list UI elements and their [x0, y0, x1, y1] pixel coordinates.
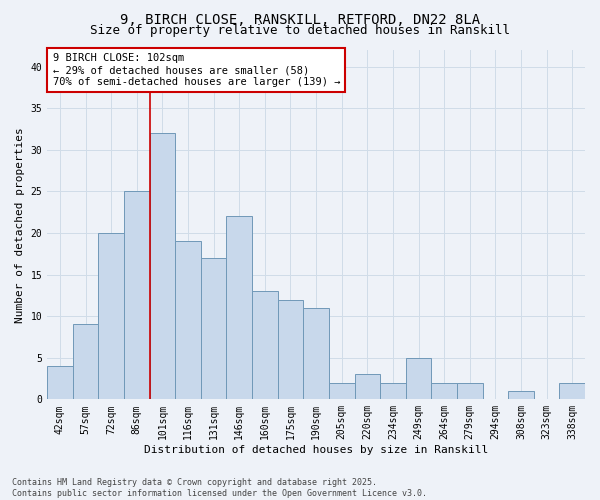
Bar [98, 233, 124, 400]
Bar [47, 366, 73, 400]
X-axis label: Distribution of detached houses by size in Ranskill: Distribution of detached houses by size … [144, 445, 488, 455]
Bar [175, 242, 201, 400]
Bar [329, 382, 355, 400]
Bar [406, 358, 431, 400]
Text: Size of property relative to detached houses in Ranskill: Size of property relative to detached ho… [90, 24, 510, 37]
Bar [508, 391, 534, 400]
Bar [201, 258, 226, 400]
Bar [73, 324, 98, 400]
Bar [355, 374, 380, 400]
Bar [278, 300, 303, 400]
Text: 9, BIRCH CLOSE, RANSKILL, RETFORD, DN22 8LA: 9, BIRCH CLOSE, RANSKILL, RETFORD, DN22 … [120, 12, 480, 26]
Y-axis label: Number of detached properties: Number of detached properties [15, 127, 25, 322]
Bar [380, 382, 406, 400]
Bar [559, 382, 585, 400]
Bar [252, 291, 278, 400]
Bar [149, 133, 175, 400]
Text: Contains HM Land Registry data © Crown copyright and database right 2025.
Contai: Contains HM Land Registry data © Crown c… [12, 478, 427, 498]
Bar [457, 382, 482, 400]
Bar [431, 382, 457, 400]
Bar [124, 192, 149, 400]
Text: 9 BIRCH CLOSE: 102sqm
← 29% of detached houses are smaller (58)
70% of semi-deta: 9 BIRCH CLOSE: 102sqm ← 29% of detached … [53, 54, 340, 86]
Bar [226, 216, 252, 400]
Bar [303, 308, 329, 400]
